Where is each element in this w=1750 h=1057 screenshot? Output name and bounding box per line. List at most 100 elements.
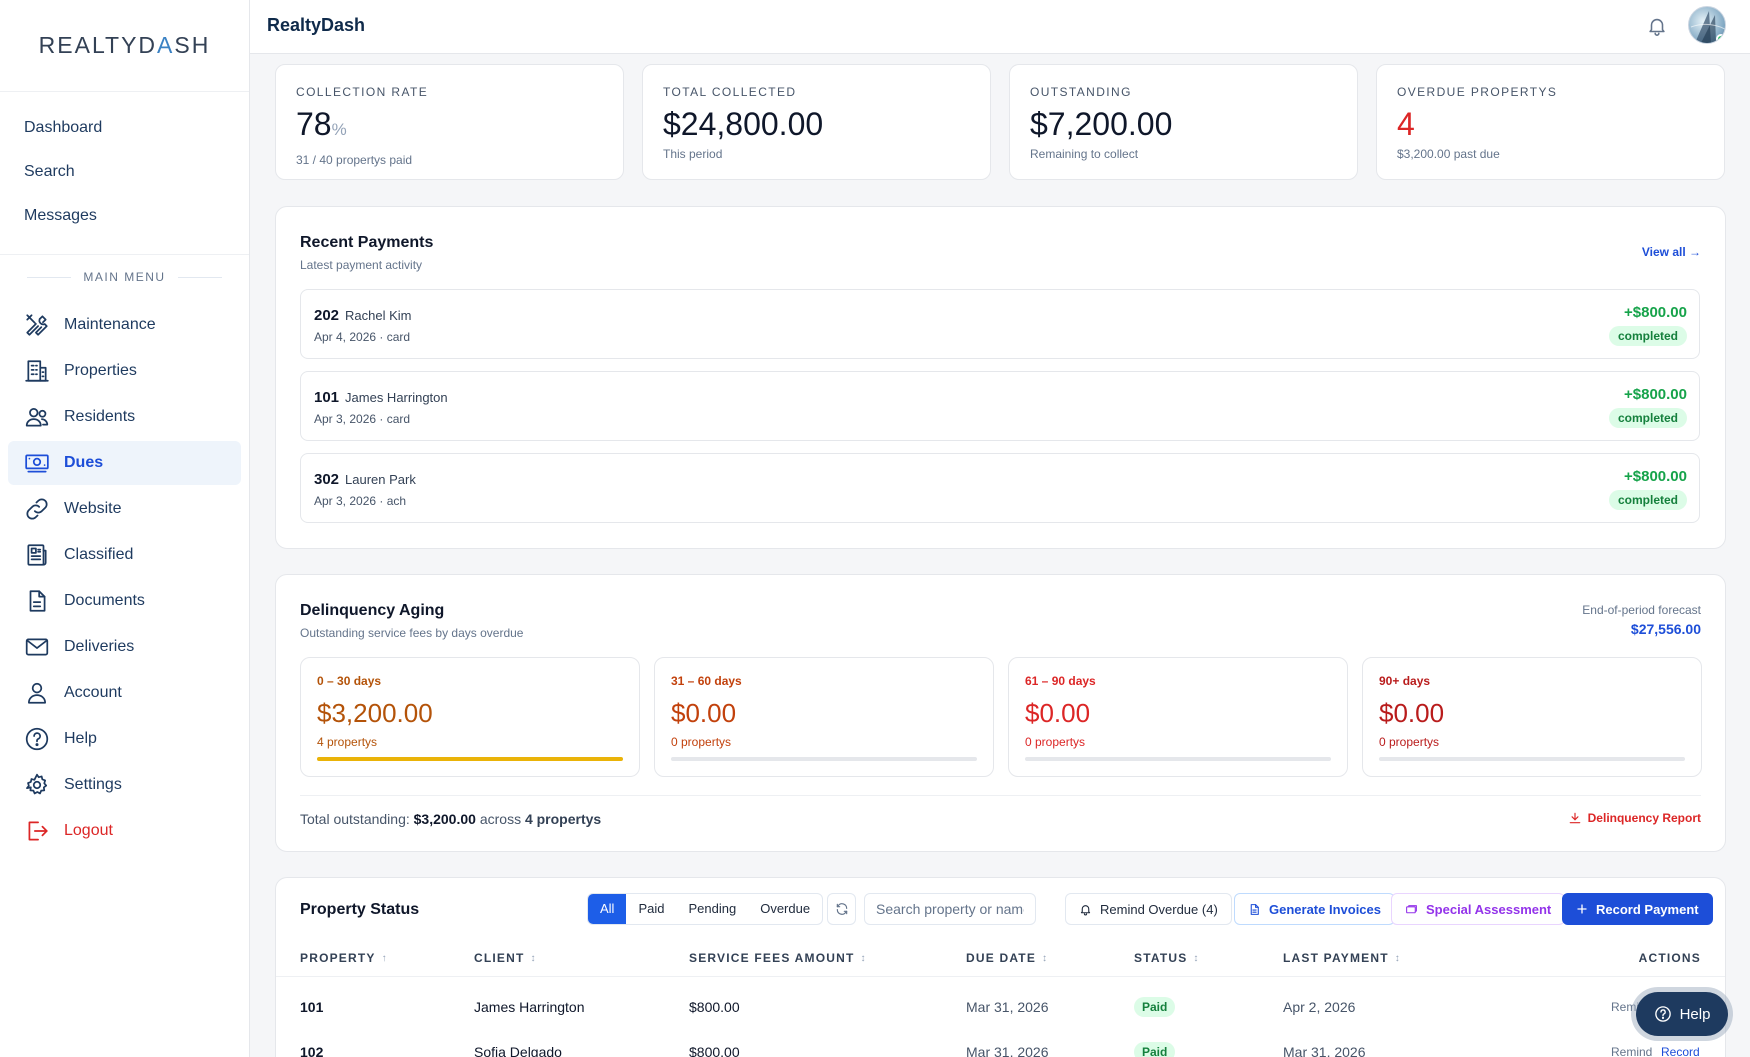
sort-icon: ↕ xyxy=(530,952,537,964)
question-circle-icon xyxy=(1654,1006,1671,1022)
sort-icon: ↕ xyxy=(860,952,867,964)
record-link[interactable]: Record xyxy=(1661,1045,1700,1057)
delinquency-aging-panel: Delinquency Aging Outstanding service fe… xyxy=(275,574,1726,852)
bell-icon[interactable] xyxy=(1646,15,1668,37)
sidebar-item-properties[interactable]: Properties xyxy=(8,349,241,393)
forecast-value: $27,556.00 xyxy=(1630,621,1701,637)
logo-accent: A xyxy=(157,32,175,58)
record-payment-button[interactable]: Record Payment xyxy=(1562,893,1713,925)
user-icon xyxy=(28,682,46,704)
payment-name: James Harrington xyxy=(345,390,448,405)
avatar[interactable] xyxy=(1688,6,1726,44)
divider xyxy=(300,795,1701,796)
stat-sub: $3,200.00 past due xyxy=(1397,147,1500,161)
main-menu-label: MAIN MENU xyxy=(0,261,249,293)
generate-invoices-button[interactable]: Generate Invoices xyxy=(1234,893,1395,925)
sidebar-item-settings[interactable]: Settings xyxy=(8,763,241,807)
sidebar-item-help[interactable]: Help xyxy=(8,717,241,761)
panel-title: Delinquency Aging xyxy=(300,602,445,619)
payment-row[interactable]: 101 James Harrington Apr 3, 2026 · card +… xyxy=(300,371,1700,441)
aging-amount: $0.00 xyxy=(671,698,737,728)
avatar-image xyxy=(1690,11,1725,43)
search-input[interactable] xyxy=(864,893,1036,925)
cell-last-payment: Apr 2, 2026 xyxy=(1283,999,1356,1015)
divider xyxy=(276,976,1725,977)
sidebar-item-label: Maintenance xyxy=(64,316,156,333)
remind-overdue-button[interactable]: Remind Overdue (4) xyxy=(1065,893,1232,925)
sidebar-item-label: Website xyxy=(64,500,122,517)
sidebar-link-dashboard[interactable]: Dashboard xyxy=(24,119,103,136)
sidebar-item-label: Residents xyxy=(64,408,136,425)
payment-row[interactable]: 302 Lauren Park Apr 3, 2026 · ach +$800.0… xyxy=(300,453,1700,523)
sidebar-item-label: Documents xyxy=(64,592,145,609)
logo[interactable]: REALTYD A SH xyxy=(0,0,249,92)
sidebar-item-maintenance[interactable]: Maintenance xyxy=(8,303,241,347)
aging-bucket[interactable]: 0 – 30 days $3,200.00 4 propertys xyxy=(300,657,640,777)
online-status-dot xyxy=(1716,34,1725,43)
filter-paid[interactable]: Paid xyxy=(638,901,665,916)
download-icon xyxy=(1569,812,1580,824)
stat-value: $24,800.00 xyxy=(663,106,824,142)
refresh-button[interactable] xyxy=(827,893,856,925)
aging-range: 61 – 90 days xyxy=(1025,674,1096,688)
payment-amount: +$800.00 xyxy=(1624,386,1687,403)
aging-amount: $0.00 xyxy=(1379,698,1445,728)
filter-pending[interactable]: Pending xyxy=(688,901,737,916)
column-header-status[interactable]: STATUS ↕ xyxy=(1134,951,1200,965)
users-icon xyxy=(25,408,49,427)
sidebar-item-classified[interactable]: Classified xyxy=(8,533,241,577)
payment-name: Rachel Kim xyxy=(345,308,412,323)
remind-link[interactable]: Remind xyxy=(1611,1045,1653,1057)
column-header-amount[interactable]: SERVICE FEES AMOUNT ↕ xyxy=(689,951,867,965)
sidebar-item-label: Help xyxy=(64,730,97,747)
stat-sub: 31 / 40 propertys paid xyxy=(296,153,413,167)
delinquency-report-button[interactable]: Delinquency Report xyxy=(1568,811,1701,825)
column-header-due-date[interactable]: DUE DATE ↕ xyxy=(966,951,1049,965)
question-circle-icon xyxy=(25,727,49,751)
envelope-icon xyxy=(25,638,49,656)
special-assessment-button[interactable]: Special Assessment xyxy=(1391,893,1566,925)
status-badge: completed xyxy=(1608,490,1687,510)
stat-label: COLLECTION RATE xyxy=(296,85,429,99)
stat-label: OUTSTANDING xyxy=(1030,85,1132,99)
stat-overdue-propertys: OVERDUE PROPERTYS 4 $3,200.00 past due xyxy=(1376,64,1725,180)
sidebar-item-residents[interactable]: Residents xyxy=(8,395,241,439)
stat-outstanding: OUTSTANDING $7,200.00 Remaining to colle… xyxy=(1009,64,1358,180)
bell-icon xyxy=(1080,904,1091,915)
gear-icon xyxy=(26,773,48,795)
help-fab-button[interactable]: Help xyxy=(1636,992,1728,1036)
sidebar-item-website[interactable]: Website xyxy=(8,487,241,531)
stat-label: TOTAL COLLECTED xyxy=(663,85,797,99)
aging-progress xyxy=(1379,757,1685,761)
sidebar-item-label: Deliveries xyxy=(64,638,135,655)
plus-icon xyxy=(1577,904,1587,914)
sidebar-item-logout[interactable]: Logout xyxy=(8,809,241,853)
property-status-panel: Property Status All Paid Pending Overdue… xyxy=(275,877,1726,1057)
logo-text: REALTYD xyxy=(38,32,158,58)
tag-icon xyxy=(1406,904,1417,913)
filter-overdue[interactable]: Overdue xyxy=(760,901,811,916)
sidebar-item-account[interactable]: Account xyxy=(8,671,241,715)
column-header-last-payment[interactable]: LAST PAYMENT ↕ xyxy=(1283,951,1401,965)
status-badge: Paid xyxy=(1134,1042,1176,1057)
sidebar-item-deliveries[interactable]: Deliveries xyxy=(8,625,241,669)
column-header-property[interactable]: PROPERTY ↑ xyxy=(300,951,388,965)
aging-bucket[interactable]: 31 – 60 days $0.00 0 propertys xyxy=(654,657,994,777)
aging-bucket[interactable]: 61 – 90 days $0.00 0 propertys xyxy=(1008,657,1348,777)
view-all-link[interactable]: View all → xyxy=(1641,245,1701,259)
total-outstanding: Total outstanding: $3,200.00 across 4 pr… xyxy=(300,811,602,827)
sidebar-item-label: Account xyxy=(64,684,122,701)
sidebar-item-documents[interactable]: Documents xyxy=(8,579,241,623)
filter-all[interactable]: All xyxy=(588,894,627,924)
stat-value: $7,200.00 xyxy=(1030,106,1173,142)
sidebar-item-label: Dues xyxy=(64,454,104,471)
sort-icon: ↕ xyxy=(1394,952,1401,964)
payment-row[interactable]: 202 Rachel Kim Apr 4, 2026 · card +$800.0… xyxy=(300,289,1700,359)
aging-progress xyxy=(671,757,977,761)
sidebar-link-messages[interactable]: Messages xyxy=(24,207,97,224)
column-header-actions: ACTIONS xyxy=(1638,951,1701,965)
sidebar-item-dues[interactable]: Dues xyxy=(8,441,241,485)
sidebar-link-search[interactable]: Search xyxy=(24,163,75,180)
aging-bucket[interactable]: 90+ days $0.00 0 propertys xyxy=(1362,657,1702,777)
column-header-client[interactable]: CLIENT ↕ xyxy=(474,951,537,965)
